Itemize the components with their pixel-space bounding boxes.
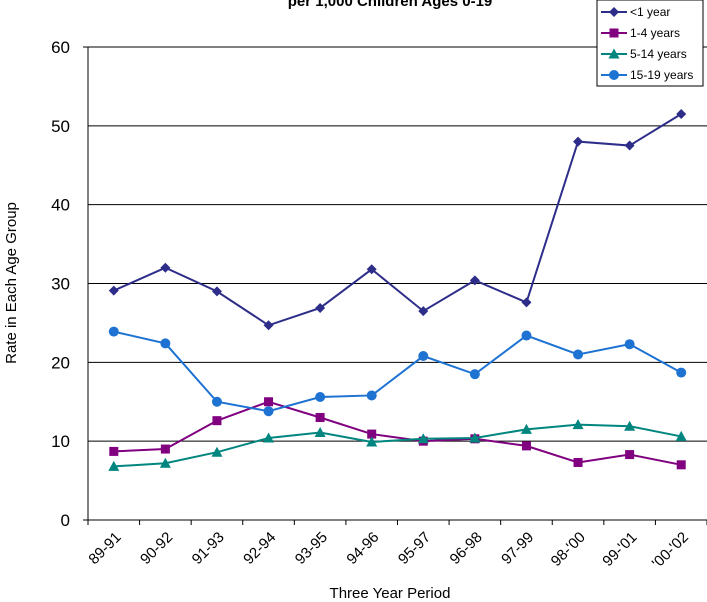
data-point xyxy=(469,275,480,286)
data-point xyxy=(160,338,171,349)
x-tick-label: 90-92 xyxy=(137,529,176,568)
legend-item: 1-4 years xyxy=(601,26,680,40)
data-point xyxy=(108,460,120,471)
x-tick-label: 92-94 xyxy=(240,529,279,568)
data-point xyxy=(160,262,171,273)
data-point xyxy=(521,441,531,451)
data-point xyxy=(315,302,326,313)
x-axis-title: Three Year Period xyxy=(330,585,451,602)
data-point xyxy=(315,392,326,403)
legend-label: 15-19 years xyxy=(630,68,693,82)
data-point xyxy=(366,436,378,447)
data-point xyxy=(624,420,636,431)
data-point xyxy=(263,320,274,331)
series-4 xyxy=(108,326,687,417)
data-point xyxy=(160,444,170,454)
data-point xyxy=(159,457,171,468)
y-axis-title: Rate in Each Age Group xyxy=(3,202,20,364)
x-tick-label: 94-96 xyxy=(343,529,382,568)
x-tick-label: 95-97 xyxy=(395,529,434,568)
data-point xyxy=(314,426,326,437)
legend-item: <1 year xyxy=(601,5,670,19)
y-tick-labels: 0 10 20 30 40 50 60 xyxy=(51,38,70,530)
data-point xyxy=(417,433,429,444)
y-tick-label: 40 xyxy=(51,196,70,215)
y-tick-label: 10 xyxy=(51,432,70,451)
x-tick-label: '00-'02 xyxy=(649,529,692,572)
data-point xyxy=(469,369,480,380)
data-point xyxy=(108,285,119,296)
data-point xyxy=(418,306,429,317)
legend-label: <1 year xyxy=(630,5,670,19)
data-point xyxy=(573,136,584,147)
y-tick-label: 50 xyxy=(51,117,70,136)
legend-marker xyxy=(609,7,619,17)
data-point xyxy=(366,390,377,401)
y-tick-label: 60 xyxy=(51,38,70,57)
legend-marker xyxy=(609,28,619,38)
axes xyxy=(83,46,707,525)
data-point xyxy=(676,367,687,378)
data-point xyxy=(625,450,635,460)
x-tick-label: 93-95 xyxy=(292,529,331,568)
x-tick-label: 97-99 xyxy=(498,529,537,568)
series-2 xyxy=(109,397,686,470)
data-point xyxy=(573,457,583,467)
data-point xyxy=(211,286,222,297)
data-point xyxy=(418,351,429,362)
x-tick-label: 91-93 xyxy=(189,529,228,568)
y-tick-label: 0 xyxy=(61,511,70,530)
legend-item: 15-19 years xyxy=(601,68,693,82)
y-tick-label: 30 xyxy=(51,275,70,294)
x-tick-label: 96-98 xyxy=(447,529,486,568)
series-3 xyxy=(108,419,687,471)
data-point xyxy=(676,109,687,120)
series-line xyxy=(113,113,682,327)
series-group xyxy=(108,109,687,471)
data-point xyxy=(263,406,274,417)
gridlines xyxy=(88,46,707,442)
data-point xyxy=(366,264,377,275)
x-tick-label: 98-'00 xyxy=(548,529,589,570)
data-point xyxy=(109,446,119,456)
series-line xyxy=(113,330,682,413)
series-line xyxy=(113,423,682,468)
data-point xyxy=(264,397,274,407)
legend: <1 year 1-4 years 5-14 years 15-19 years xyxy=(596,0,704,87)
data-point xyxy=(521,330,532,341)
data-point xyxy=(572,419,584,430)
legend-item: 5-14 years xyxy=(601,47,687,61)
x-tick-labels: 89-91 90-92 91-93 92-94 93-95 94-96 95-97 96-98… xyxy=(85,529,692,572)
data-point xyxy=(675,430,687,441)
data-point xyxy=(624,140,635,151)
legend-label: 1-4 years xyxy=(630,26,680,40)
data-point xyxy=(469,432,481,443)
y-tick-label: 20 xyxy=(51,353,70,372)
data-point xyxy=(212,416,222,426)
data-point xyxy=(367,429,377,439)
series-1 xyxy=(108,109,687,331)
legend-marker xyxy=(609,70,619,80)
data-point xyxy=(520,423,532,434)
legend-label: 5-14 years xyxy=(630,47,687,61)
data-point xyxy=(108,326,119,337)
data-point xyxy=(263,432,275,443)
x-tick-label: 99-'01 xyxy=(599,529,640,570)
legend-marker xyxy=(608,48,620,59)
series-line xyxy=(113,400,682,466)
data-point xyxy=(521,297,532,308)
data-point xyxy=(211,396,222,407)
data-point xyxy=(624,339,635,350)
chart-title: per 1,000 Children Ages 0-19 xyxy=(288,0,493,10)
data-point xyxy=(315,413,325,423)
data-point xyxy=(676,460,686,470)
x-tick-label: 89-91 xyxy=(85,529,124,568)
data-point xyxy=(211,446,223,457)
data-point xyxy=(573,349,584,360)
